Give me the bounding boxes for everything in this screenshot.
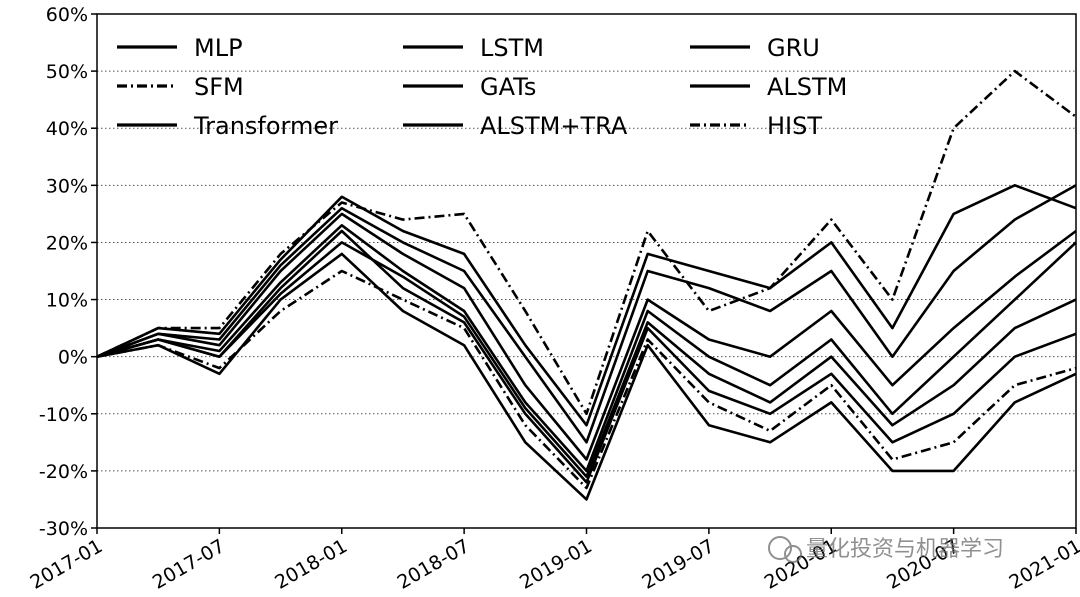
series-line-lstm	[96, 229, 1077, 484]
legend: MLP LSTM GRU SFM GATs ALSTM Transformer ALSTM+T…	[117, 34, 847, 140]
wechat-icon	[768, 536, 792, 560]
y-tick-label: 0%	[58, 347, 88, 369]
y-tick-label: -10%	[39, 404, 88, 426]
legend-label: GATs	[480, 73, 536, 101]
y-tick-label: 30%	[46, 175, 88, 197]
watermark: 量化投资与机器学习	[768, 536, 1004, 563]
series-line-sfm	[96, 269, 1077, 490]
series-line-gru	[96, 212, 1077, 461]
legend-label: ALSTM+TRA	[480, 112, 628, 140]
watermark-text: 量化投资与机器学习	[806, 537, 1004, 562]
y-tick-label: 50%	[46, 61, 88, 83]
series-line-transformer	[96, 241, 1077, 478]
y-tick-label: 10%	[46, 290, 88, 312]
y-axis: 60% 50% 40% 30% 20% 10% 0% -10% -20% -30%	[39, 4, 97, 540]
wechat-icon-inner	[784, 545, 802, 563]
legend-label: MLP	[194, 34, 243, 62]
legend-label: SFM	[194, 73, 244, 101]
series-line-gats	[96, 224, 1077, 473]
series-line-mlp	[96, 252, 1077, 501]
series-line-alstm	[96, 184, 1077, 444]
series-lines	[96, 69, 1077, 501]
series-line-hist	[96, 69, 1077, 416]
legend-label: LSTM	[480, 34, 544, 62]
y-tick-label: -20%	[39, 461, 88, 483]
legend-label: Transformer	[193, 112, 338, 140]
y-tick-label: 60%	[46, 4, 88, 26]
legend-label: HIST	[767, 112, 822, 140]
series-line-alstm-tra	[96, 184, 1077, 427]
legend-label: GRU	[767, 34, 820, 62]
y-tick-label: -30%	[39, 518, 88, 540]
legend-label: ALSTM	[767, 73, 847, 101]
y-tick-label: 20%	[46, 232, 88, 254]
y-tick-label: 40%	[46, 118, 88, 140]
